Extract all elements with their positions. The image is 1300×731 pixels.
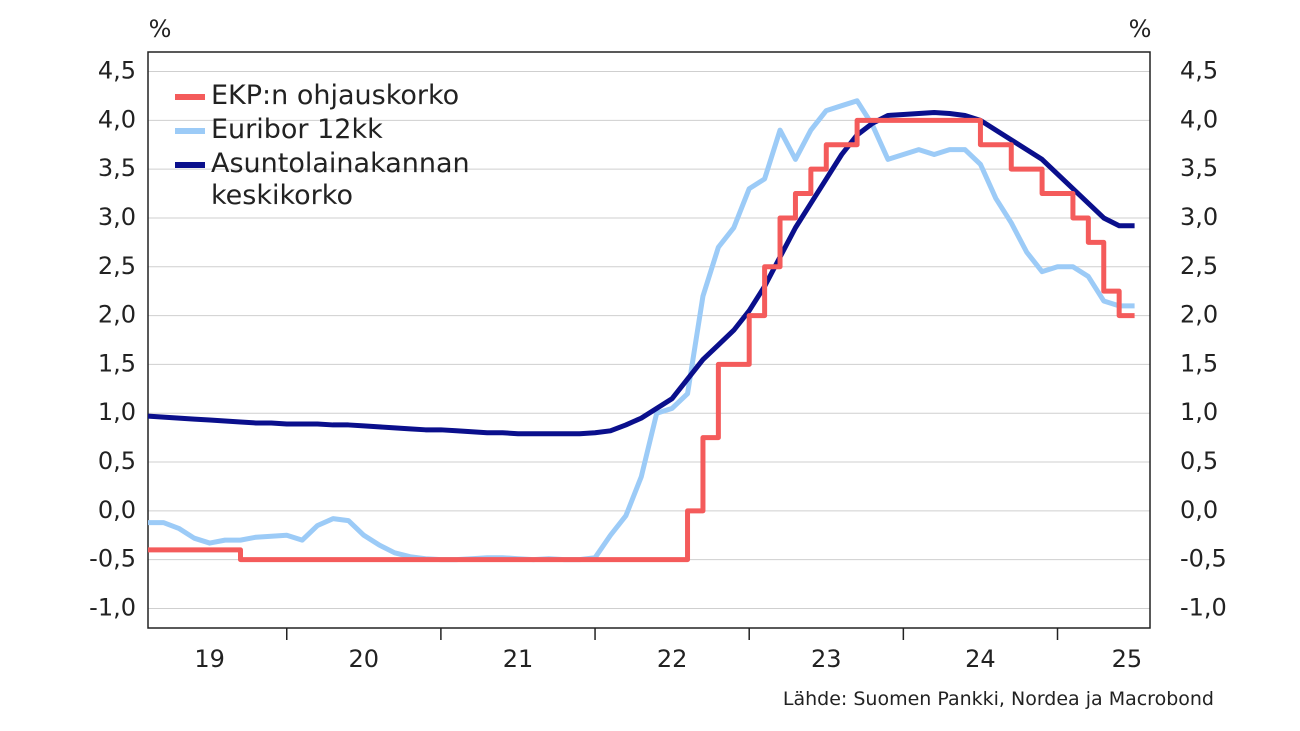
y2-tick-label: 0,0 [1180,496,1218,524]
y-tick-label: 0,5 [98,447,136,475]
y-tick-label: 4,0 [98,105,136,133]
legend-swatch [175,128,205,134]
y-unit-right: % [1129,15,1152,43]
series-line [147,110,1135,437]
x-tick-label: 25 [1112,645,1143,673]
x-tick-label: 20 [349,645,380,673]
legend-swatch [175,94,205,100]
x-tick-label: 23 [811,645,842,673]
y2-tick-label: 2,0 [1180,301,1218,329]
legend-label: Asuntolainakannan keskikorko [211,148,470,211]
series-line [148,117,1135,563]
legend-label: EKP:n ohjauskorko [211,80,460,111]
y-tick-label: 0,0 [98,496,136,524]
y2-tick-label: -0,5 [1180,545,1227,573]
series-line [148,98,1135,563]
y2-tick-label: 1,5 [1180,349,1218,377]
y-tick-label: 3,0 [98,203,136,231]
y-tick-label: 2,5 [98,252,136,280]
y-unit-left: % [149,15,172,43]
y2-tick-label: 3,5 [1180,154,1218,182]
x-tick-label: 21 [503,645,534,673]
y-tick-label: -0,5 [89,545,136,573]
x-tick-label: 22 [657,645,688,673]
y2-tick-label: 4,0 [1180,105,1218,133]
legend-item: EKP:n ohjauskorko [175,80,465,112]
plot-frame [147,51,1151,629]
y2-tick-label: 1,0 [1180,398,1218,426]
y2-tick-label: -1,0 [1180,593,1227,621]
y-tick-label: 4,5 [98,57,136,85]
y-tick-label: 3,5 [98,154,136,182]
legend: EKP:n ohjauskorko Euribor 12kk Asuntolaina… [175,80,470,214]
legend-item: Asuntolainakannan keskikorko [175,148,470,212]
y2-tick-label: 3,0 [1180,203,1218,231]
x-tick-label: 19 [194,645,225,673]
y2-tick-label: 0,5 [1180,447,1218,475]
y-tick-label: 1,5 [98,349,136,377]
x-tick-label: 24 [965,645,996,673]
legend-swatch [175,162,205,168]
y-tick-label: 1,0 [98,398,136,426]
y2-tick-label: 4,5 [1180,57,1218,85]
y-tick-label: 2,0 [98,301,136,329]
legend-item: Euribor 12kk [175,114,465,146]
legend-label: Euribor 12kk [211,114,383,145]
y2-tick-label: 2,5 [1180,252,1218,280]
y-tick-label: -1,0 [89,593,136,621]
source: Lähde: Suomen Pankki, Nordea ja Macrobon… [782,688,1214,710]
